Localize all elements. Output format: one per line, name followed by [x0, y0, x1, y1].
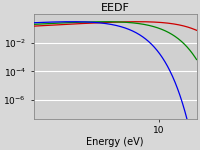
Title: EEDF: EEDF: [101, 3, 130, 14]
X-axis label: Energy (eV): Energy (eV): [86, 136, 144, 147]
